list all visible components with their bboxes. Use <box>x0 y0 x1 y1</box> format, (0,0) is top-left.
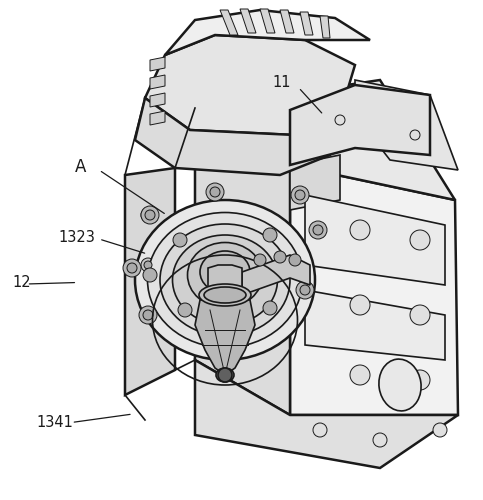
Ellipse shape <box>199 284 251 306</box>
Circle shape <box>350 365 370 385</box>
Circle shape <box>289 254 301 266</box>
Ellipse shape <box>135 200 315 360</box>
Circle shape <box>291 186 309 204</box>
Polygon shape <box>300 12 313 35</box>
Ellipse shape <box>160 224 290 336</box>
Ellipse shape <box>172 235 278 325</box>
Text: 1323: 1323 <box>58 230 95 245</box>
Polygon shape <box>125 168 175 395</box>
Polygon shape <box>208 265 242 328</box>
Circle shape <box>173 233 187 247</box>
Circle shape <box>230 315 240 325</box>
Ellipse shape <box>204 287 246 303</box>
Circle shape <box>300 285 310 295</box>
Circle shape <box>410 230 430 250</box>
Circle shape <box>141 208 155 222</box>
Circle shape <box>410 305 430 325</box>
Circle shape <box>144 261 152 269</box>
Polygon shape <box>195 80 455 200</box>
Circle shape <box>144 211 152 219</box>
Polygon shape <box>290 165 458 415</box>
Polygon shape <box>195 360 458 468</box>
Text: 12: 12 <box>12 275 31 290</box>
Polygon shape <box>260 9 275 33</box>
Circle shape <box>309 221 327 239</box>
Polygon shape <box>150 93 165 107</box>
Circle shape <box>226 311 244 329</box>
Polygon shape <box>150 57 165 71</box>
Circle shape <box>373 433 387 447</box>
Text: 1341: 1341 <box>36 415 73 430</box>
Polygon shape <box>280 10 294 33</box>
Circle shape <box>141 258 155 272</box>
Polygon shape <box>150 111 165 125</box>
Circle shape <box>313 423 327 437</box>
Circle shape <box>144 311 152 319</box>
Ellipse shape <box>187 242 262 308</box>
Circle shape <box>143 268 157 282</box>
Circle shape <box>335 115 345 125</box>
Circle shape <box>178 303 192 317</box>
Polygon shape <box>195 108 290 415</box>
Polygon shape <box>195 300 255 375</box>
Circle shape <box>263 301 277 315</box>
Circle shape <box>433 423 447 437</box>
Polygon shape <box>135 98 340 175</box>
Circle shape <box>218 368 232 382</box>
Circle shape <box>139 306 157 324</box>
Circle shape <box>410 130 420 140</box>
Text: 11: 11 <box>273 75 291 90</box>
Circle shape <box>313 225 323 235</box>
Circle shape <box>263 228 277 242</box>
Ellipse shape <box>216 368 234 382</box>
Polygon shape <box>305 195 445 285</box>
Circle shape <box>141 308 155 322</box>
Circle shape <box>295 190 305 200</box>
Circle shape <box>410 370 430 390</box>
Polygon shape <box>305 290 445 360</box>
Circle shape <box>145 210 155 220</box>
Text: A: A <box>75 158 86 176</box>
Polygon shape <box>290 85 430 165</box>
Circle shape <box>141 206 159 224</box>
Circle shape <box>127 263 137 273</box>
Polygon shape <box>242 255 310 295</box>
Circle shape <box>206 183 224 201</box>
Polygon shape <box>165 10 370 55</box>
Polygon shape <box>320 16 330 38</box>
Circle shape <box>123 259 141 277</box>
Polygon shape <box>290 155 340 210</box>
Polygon shape <box>150 75 165 89</box>
Circle shape <box>210 187 220 197</box>
Polygon shape <box>355 80 458 170</box>
Polygon shape <box>240 9 256 33</box>
Circle shape <box>274 251 286 263</box>
Circle shape <box>293 261 307 275</box>
Ellipse shape <box>147 212 302 348</box>
Circle shape <box>143 310 153 320</box>
Ellipse shape <box>379 359 421 411</box>
Circle shape <box>350 295 370 315</box>
Circle shape <box>296 281 314 299</box>
Polygon shape <box>220 10 238 35</box>
Circle shape <box>350 220 370 240</box>
Ellipse shape <box>200 251 250 293</box>
Polygon shape <box>145 35 355 135</box>
Circle shape <box>254 254 266 266</box>
